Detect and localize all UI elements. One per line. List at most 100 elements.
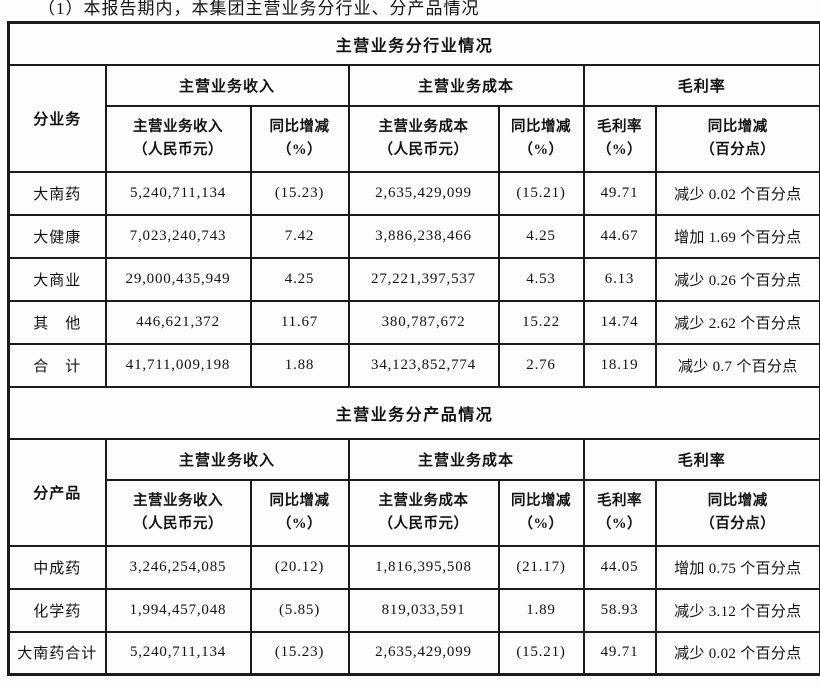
data-cell: 3,246,254,085 xyxy=(104,544,252,590)
product-group-cost: 主营业务成本 xyxy=(347,437,585,481)
industry-subheader-margin-pct: 毛利率 （%） xyxy=(582,104,657,173)
row-label-cell: 大商业 xyxy=(7,256,107,302)
product-table-title-row: 主营业务分产品情况 xyxy=(7,385,820,440)
page-heading: （1）本报告期内，本集团主营业务分行业、分产品情况 xyxy=(0,0,820,21)
data-cell: 18.19 xyxy=(582,342,657,388)
main-business-table: 主营业务分行业情况 分业务 主营业务收入 主营业务成本 毛利率 主营业务收入 （… xyxy=(7,21,820,676)
table-row: 大健康 7,023,240,743 7.42 3,886,238,466 4.25 44.… xyxy=(7,213,820,259)
data-cell: 819,033,591 xyxy=(347,587,500,633)
industry-subheader-margin-yoy: 同比增减 （百分点） xyxy=(654,104,820,173)
subheader-line2: （%） xyxy=(518,141,564,158)
data-cell: 2.76 xyxy=(497,342,585,388)
product-table-title: 主营业务分产品情况 xyxy=(7,385,820,440)
subheader-line1: 主营业务收入 xyxy=(133,493,223,510)
data-cell: 49.71 xyxy=(582,630,657,676)
product-row-dimension-label: 分产品 xyxy=(7,437,107,547)
row-label-cell: 中成药 xyxy=(7,544,107,590)
table-row: 化学药 1,994,457,048 (5.85) 819,033,591 1.89 58.… xyxy=(7,587,820,633)
table-row: 大南药 5,240,711,134 (15.23) 2,635,429,099 (15.… xyxy=(7,170,820,216)
data-cell: 4.25 xyxy=(497,213,585,259)
data-cell: 5,240,711,134 xyxy=(104,170,252,216)
data-cell: 1.88 xyxy=(249,342,350,388)
data-cell: 减少 0.26 个百分点 xyxy=(654,256,820,302)
data-cell: (21.17) xyxy=(497,544,585,590)
data-cell: 2,635,429,099 xyxy=(347,630,500,676)
data-cell: 29,000,435,949 xyxy=(104,256,252,302)
table-row: 大南药合计 5,240,711,134 (15.23) 2,635,429,099 (1… xyxy=(7,630,820,676)
industry-table-title: 主营业务分行业情况 xyxy=(7,21,820,66)
data-cell: 14.74 xyxy=(582,299,657,345)
industry-group-header-row: 分业务 主营业务收入 主营业务成本 毛利率 xyxy=(7,63,820,173)
subheader-line1: 主营业务成本 xyxy=(378,119,469,136)
data-cell: 58.93 xyxy=(582,587,657,633)
industry-section-header: 主营业务分行业情况 分业务 主营业务收入 主营业务成本 毛利率 主营业务收入 （… xyxy=(7,21,820,173)
subheader-line1: 同比增减 xyxy=(269,493,330,510)
row-label-cell: 大南药 xyxy=(7,170,107,216)
data-cell: 4.53 xyxy=(497,256,585,302)
data-cell: 41,711,009,198 xyxy=(104,342,252,388)
data-cell: 4.25 xyxy=(249,256,350,302)
subheader-line2: （%） xyxy=(277,515,322,532)
data-cell: 增加 0.75 个百分点 xyxy=(654,544,820,590)
table-row: 其 他 446,621,372 11.67 380,787,672 15.22 14.74… xyxy=(7,299,820,345)
subheader-line1: 同比增减 xyxy=(511,119,571,136)
subheader-line1: 同比增减 xyxy=(269,119,330,136)
subheader-line2: （人民币元） xyxy=(133,141,223,158)
row-label-cell: 大南药合计 xyxy=(7,630,107,676)
subheader-line1: 毛利率 xyxy=(597,493,642,510)
table-row: 大商业 29,000,435,949 4.25 27,221,397,537 4.53 6… xyxy=(7,256,820,302)
data-cell: (15.21) xyxy=(497,170,585,216)
table-row: 合 计 41,711,009,198 1.88 34,123,852,774 2.76 1… xyxy=(7,342,820,388)
data-cell: 380,787,672 xyxy=(347,299,500,345)
subheader-line2: （%） xyxy=(277,141,322,158)
data-cell: 减少 3.12 个百分点 xyxy=(654,587,820,633)
data-cell: 6.13 xyxy=(582,256,657,302)
product-subheader-revenue-yoy: 同比增减 （%） xyxy=(249,478,350,547)
subheader-line2: （人民币元） xyxy=(133,515,223,532)
page-heading-text: （1）本报告期内，本集团主营业务分行业、分产品情况 xyxy=(38,0,480,18)
data-cell: 11.67 xyxy=(249,299,350,345)
data-cell: 7,023,240,743 xyxy=(104,213,252,259)
data-cell: 3,886,238,466 xyxy=(347,213,500,259)
data-cell: 15.22 xyxy=(497,299,585,345)
subheader-line2: （百分点） xyxy=(700,515,776,532)
product-subheader-cost-amount: 主营业务成本 （人民币元） xyxy=(347,478,500,547)
industry-row-dimension-label: 分业务 xyxy=(7,63,107,173)
data-cell: 减少 2.62 个百分点 xyxy=(654,299,820,345)
data-cell: 1,816,395,508 xyxy=(347,544,500,590)
data-cell: 446,621,372 xyxy=(104,299,252,345)
data-cell: 5,240,711,134 xyxy=(104,630,252,676)
industry-group-revenue: 主营业务收入 xyxy=(104,63,350,107)
data-cell: 27,221,397,537 xyxy=(347,256,500,302)
subheader-line1: 毛利率 xyxy=(597,119,642,136)
data-cell: 44.67 xyxy=(582,213,657,259)
subheader-line1: 同比增减 xyxy=(707,119,768,136)
industry-group-gross-margin: 毛利率 xyxy=(582,63,820,107)
data-cell: (20.12) xyxy=(249,544,350,590)
data-cell: 2,635,429,099 xyxy=(347,170,500,216)
industry-subheader-revenue-amount: 主营业务收入 （人民币元） xyxy=(104,104,252,173)
data-cell: (15.23) xyxy=(249,630,350,676)
product-group-revenue: 主营业务收入 xyxy=(104,437,350,481)
product-section-header: 主营业务分产品情况 分产品 主营业务收入 主营业务成本 毛利率 主营业务收入 （… xyxy=(7,385,820,547)
product-subheader-revenue-amount: 主营业务收入 （人民币元） xyxy=(104,478,252,547)
subheader-line2: （人民币元） xyxy=(378,141,469,158)
data-cell: (5.85) xyxy=(249,587,350,633)
data-cell: 减少 0.02 个百分点 xyxy=(654,630,820,676)
data-cell: 7.42 xyxy=(249,213,350,259)
data-cell: 减少 0.7 个百分点 xyxy=(654,342,820,388)
data-cell: 减少 0.02 个百分点 xyxy=(654,170,820,216)
data-cell: 34,123,852,774 xyxy=(347,342,500,388)
row-label-cell: 其 他 xyxy=(7,299,107,345)
data-cell: 1,994,457,048 xyxy=(104,587,252,633)
data-cell: 增加 1.69 个百分点 xyxy=(654,213,820,259)
product-data-rows: 中成药 3,246,254,085 (20.12) 1,816,395,508 (21.… xyxy=(7,544,820,676)
subheader-line2: （%） xyxy=(597,515,642,532)
subheader-line1: 主营业务收入 xyxy=(133,119,223,136)
industry-group-cost: 主营业务成本 xyxy=(347,63,585,107)
data-cell: 1.89 xyxy=(497,587,585,633)
subheader-line1: 主营业务成本 xyxy=(378,493,469,510)
product-sub-header-row: 主营业务收入 （人民币元） 同比增减 （%） 主营业务成本 （人民币元） 同比增… xyxy=(9,478,820,547)
data-cell: (15.21) xyxy=(497,630,585,676)
subheader-line1: 同比增减 xyxy=(511,493,571,510)
